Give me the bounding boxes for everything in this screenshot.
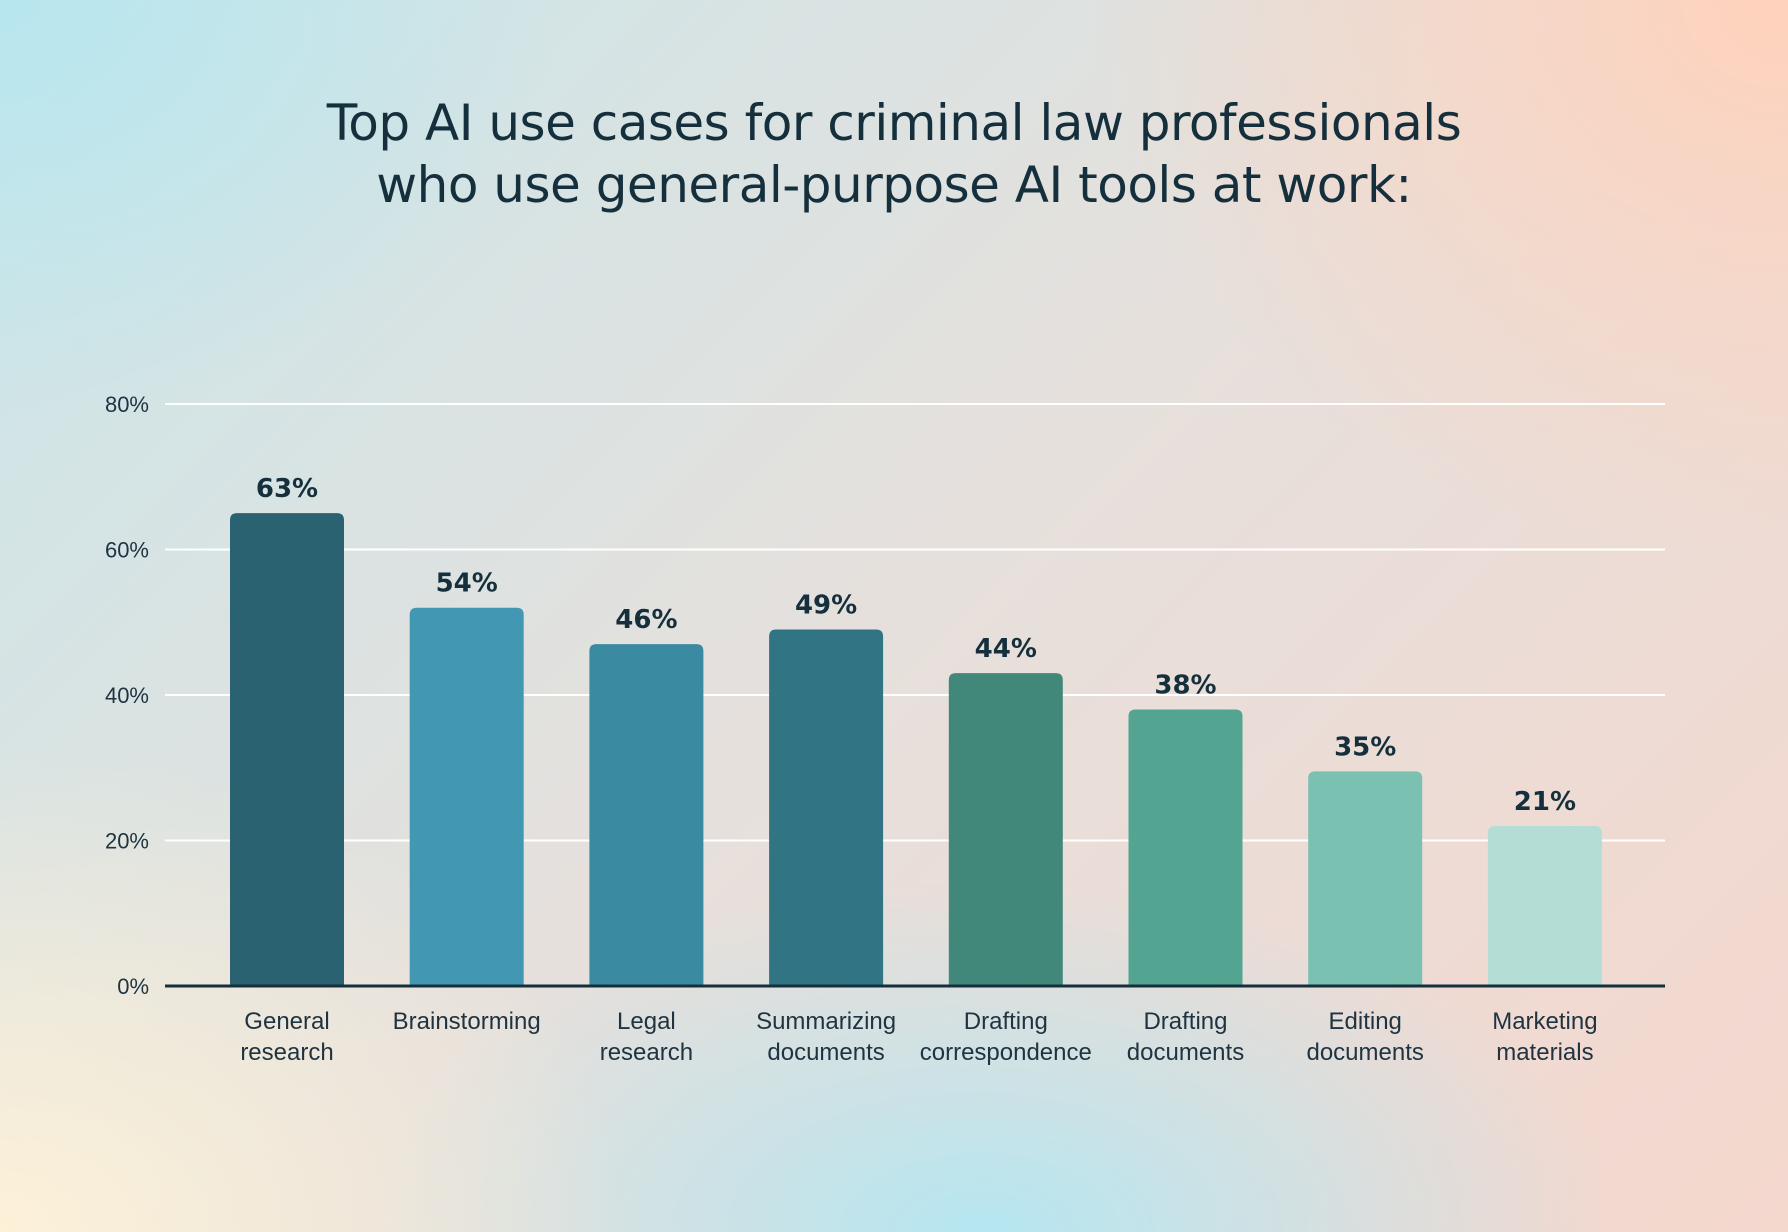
y-tick-label: 0% [117, 974, 149, 999]
x-category-label: Drafting [1143, 1008, 1227, 1035]
x-category-label: Drafting [964, 1008, 1048, 1035]
bar-value-label: 49% [795, 591, 857, 621]
x-category-label: Legal [617, 1008, 676, 1035]
bar-value-label: 63% [256, 474, 318, 504]
bar [1308, 771, 1423, 986]
x-category-label: research [600, 1039, 693, 1066]
bars [230, 513, 1602, 986]
bar [1128, 709, 1243, 986]
bar [409, 607, 524, 986]
bar-value-label: 35% [1334, 732, 1396, 762]
bar-value-label: 54% [436, 569, 498, 599]
bar [230, 513, 344, 986]
x-category-label: Marketing [1492, 1008, 1597, 1035]
bar [1487, 825, 1602, 986]
y-tick-label: 80% [105, 392, 149, 417]
x-category-label: Brainstorming [393, 1008, 541, 1035]
x-category-label: research [240, 1039, 333, 1066]
value-labels: 63% 54% 46% 49% 44% 38% 35% 21% [256, 474, 1576, 817]
chart-title: Top AI use cases for criminal law profes… [0, 92, 1788, 216]
y-tick-label: 60% [105, 538, 149, 563]
x-category-label: documents [1127, 1039, 1244, 1066]
gridlines [165, 403, 1665, 842]
bar-value-label: 46% [615, 605, 677, 635]
x-category-label: Editing [1329, 1008, 1402, 1035]
x-category-label: General [244, 1008, 329, 1035]
bar-value-label: 38% [1154, 671, 1216, 701]
y-axis-tick-labels: 0% 20% 40% 60% 80% [105, 392, 149, 999]
bar-value-label: 44% [975, 634, 1037, 664]
bar [769, 629, 884, 986]
x-category-label: documents [1306, 1039, 1423, 1066]
x-category-label: Summarizing [756, 1008, 896, 1035]
bar [589, 644, 704, 986]
chart-title-line-2: who use general-purpose AI tools at work… [376, 156, 1412, 214]
y-tick-label: 20% [105, 829, 149, 854]
chart-title-line-1: Top AI use cases for criminal law profes… [326, 94, 1462, 152]
x-category-label: documents [767, 1039, 884, 1066]
bar-value-label: 21% [1514, 787, 1576, 817]
x-category-label: materials [1496, 1039, 1593, 1066]
y-tick-label: 40% [105, 683, 149, 708]
bar [948, 673, 1063, 986]
x-category-label: correspondence [920, 1039, 1092, 1066]
x-axis-category-labels: General research Brainstorming Legal researc… [240, 1008, 1597, 1066]
